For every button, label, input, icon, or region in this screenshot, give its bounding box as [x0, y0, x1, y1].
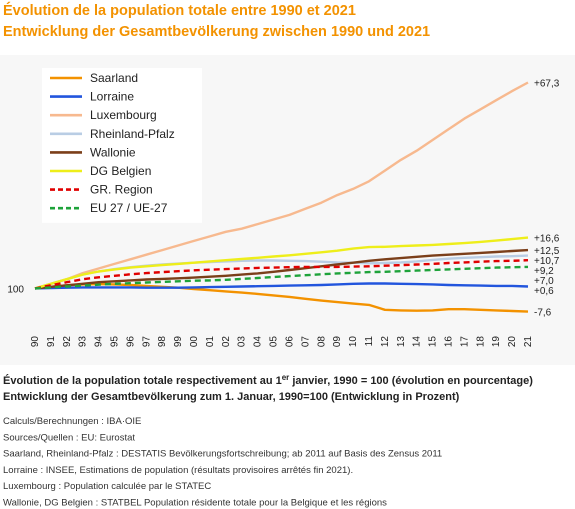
- value-label: +67,3: [534, 78, 560, 89]
- x-tick-label: 05: [269, 336, 280, 348]
- x-tick-label: 15: [428, 336, 439, 348]
- x-tick-label: 18: [475, 336, 486, 348]
- value-label: +0,6: [534, 286, 554, 297]
- x-tick-label: 12: [380, 336, 391, 348]
- x-tick-label: 90: [30, 336, 41, 348]
- x-tick-label: 94: [94, 336, 105, 348]
- source-line: Wallonie, DG Belgien : STATBEL Populatio…: [3, 498, 387, 509]
- x-tick-label: 17: [459, 336, 470, 348]
- x-tick-label: 19: [491, 336, 502, 348]
- x-tick-label: 00: [189, 336, 200, 348]
- x-tick-label: 06: [284, 336, 295, 348]
- x-tick-label: 99: [173, 336, 184, 348]
- x-tick-label: 11: [364, 336, 375, 347]
- caption: Entwicklung der Gesamtbevölkerung zum 1.…: [3, 391, 460, 403]
- x-tick-label: 92: [62, 336, 73, 348]
- source-line: Luxembourg : Population calculée par le …: [3, 481, 211, 492]
- sources: Calculs/Berechnungen : IBA·OIE Sources/Qu…: [3, 416, 442, 509]
- x-tick-label: 21: [523, 336, 534, 348]
- x-tick-label: 10: [348, 336, 359, 348]
- x-tick-label: 02: [221, 336, 232, 348]
- value-label: +7,0: [534, 276, 554, 287]
- caption-part: janvier, 1990 = 100 (évolution en pource…: [289, 375, 533, 387]
- x-tick-label: 03: [237, 336, 248, 348]
- source-line: Sources/Quellen : EU: Eurostat: [3, 432, 135, 443]
- caption-superscript: er: [282, 373, 290, 382]
- legend-box: [42, 68, 202, 223]
- series-line: [34, 265, 529, 290]
- caption-part: Évolution de la population totale respec…: [3, 374, 282, 387]
- value-label: +16,6: [534, 234, 560, 245]
- x-tick-label: 08: [316, 336, 327, 348]
- value-label: +12,5: [534, 246, 560, 257]
- source-line: Calculs/Berechnungen : IBA·OIE: [3, 416, 141, 427]
- x-tick-label: 14: [412, 336, 423, 348]
- legend-label: Wallonie: [90, 145, 136, 159]
- legend-label: Lorraine: [90, 90, 134, 104]
- chart-title: Évolution de la population totale entre …: [3, 2, 356, 19]
- x-tick-label: 07: [300, 336, 311, 348]
- value-label: +9,2: [534, 266, 554, 277]
- series-line: [34, 236, 529, 290]
- series-line: [34, 282, 529, 290]
- x-tick-label: 04: [253, 336, 264, 348]
- legend-label: Saarland: [90, 71, 138, 85]
- x-tick-label: 01: [205, 336, 216, 348]
- x-tick-label: 20: [507, 336, 518, 348]
- source-line: Lorraine : INSEE, Estimations de populat…: [3, 465, 353, 476]
- legend-label: Rheinland-Pfalz: [90, 127, 175, 141]
- series-line: [34, 259, 529, 290]
- x-tick-label: 95: [110, 336, 121, 348]
- legend-label: GR. Region: [90, 183, 153, 197]
- source-line: Saarland, Rheinland-Pfalz : DESTATIS Bev…: [3, 449, 442, 460]
- value-label: +10,7: [534, 256, 560, 267]
- series-line: [34, 81, 529, 290]
- chart-subtitle: Entwicklung der Gesamtbevölkerung zwisch…: [3, 24, 430, 40]
- x-tick-label: 09: [332, 336, 343, 348]
- y-tick-label: 100: [7, 284, 24, 295]
- legend-label: DG Belgien: [90, 164, 151, 178]
- x-tick-label: 97: [141, 336, 152, 348]
- legend-label: Luxembourg: [90, 108, 157, 122]
- x-tick-label: 13: [396, 336, 407, 348]
- x-tick-label: 98: [157, 336, 168, 348]
- value-label: -7,6: [534, 308, 552, 319]
- legend-label: EU 27 / UE-27: [90, 201, 168, 215]
- x-tick-label: 16: [443, 336, 454, 348]
- x-tick-label: 93: [78, 336, 89, 348]
- x-tick-label: 96: [125, 336, 136, 348]
- caption: Évolution de la population totale respec…: [3, 373, 533, 387]
- x-tick-label: 91: [46, 336, 57, 348]
- series-line: [34, 248, 529, 290]
